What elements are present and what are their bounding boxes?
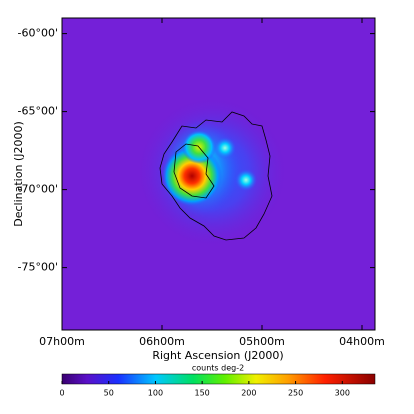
x-tick-label: 04h00m	[339, 335, 385, 348]
colorbar-tick-label: 200	[241, 389, 256, 398]
contour	[159, 111, 273, 241]
colorbar-tick-label: 250	[288, 389, 303, 398]
x-tick-label: 05h00m	[239, 335, 285, 348]
colorbar-tick-label: 100	[148, 389, 163, 398]
y-tick-label: -65°00'	[18, 105, 59, 118]
y-axis-label: Declination (J2000)	[12, 121, 25, 227]
colorbar-tick-label: 50	[104, 389, 114, 398]
y-tick-label: -75°00'	[18, 261, 59, 274]
plot-frame	[61, 17, 376, 331]
contour	[173, 143, 215, 199]
colorbar	[61, 373, 376, 385]
x-tick-label: 06h00m	[139, 335, 185, 348]
source	[235, 169, 257, 191]
colorbar-tick-label: 150	[195, 389, 210, 398]
colorbar-tick-label: 300	[335, 389, 350, 398]
y-tick-label: -70°00'	[18, 183, 59, 196]
x-axis-label: Right Ascension (J2000)	[152, 349, 283, 362]
sky-map	[62, 18, 375, 330]
y-tick-label: -60°00'	[18, 27, 59, 40]
colorbar-label: counts deg-2	[192, 364, 244, 373]
colorbar-tick-label: 0	[59, 389, 64, 398]
source	[214, 137, 236, 159]
x-tick-label: 07h00m	[39, 335, 85, 348]
